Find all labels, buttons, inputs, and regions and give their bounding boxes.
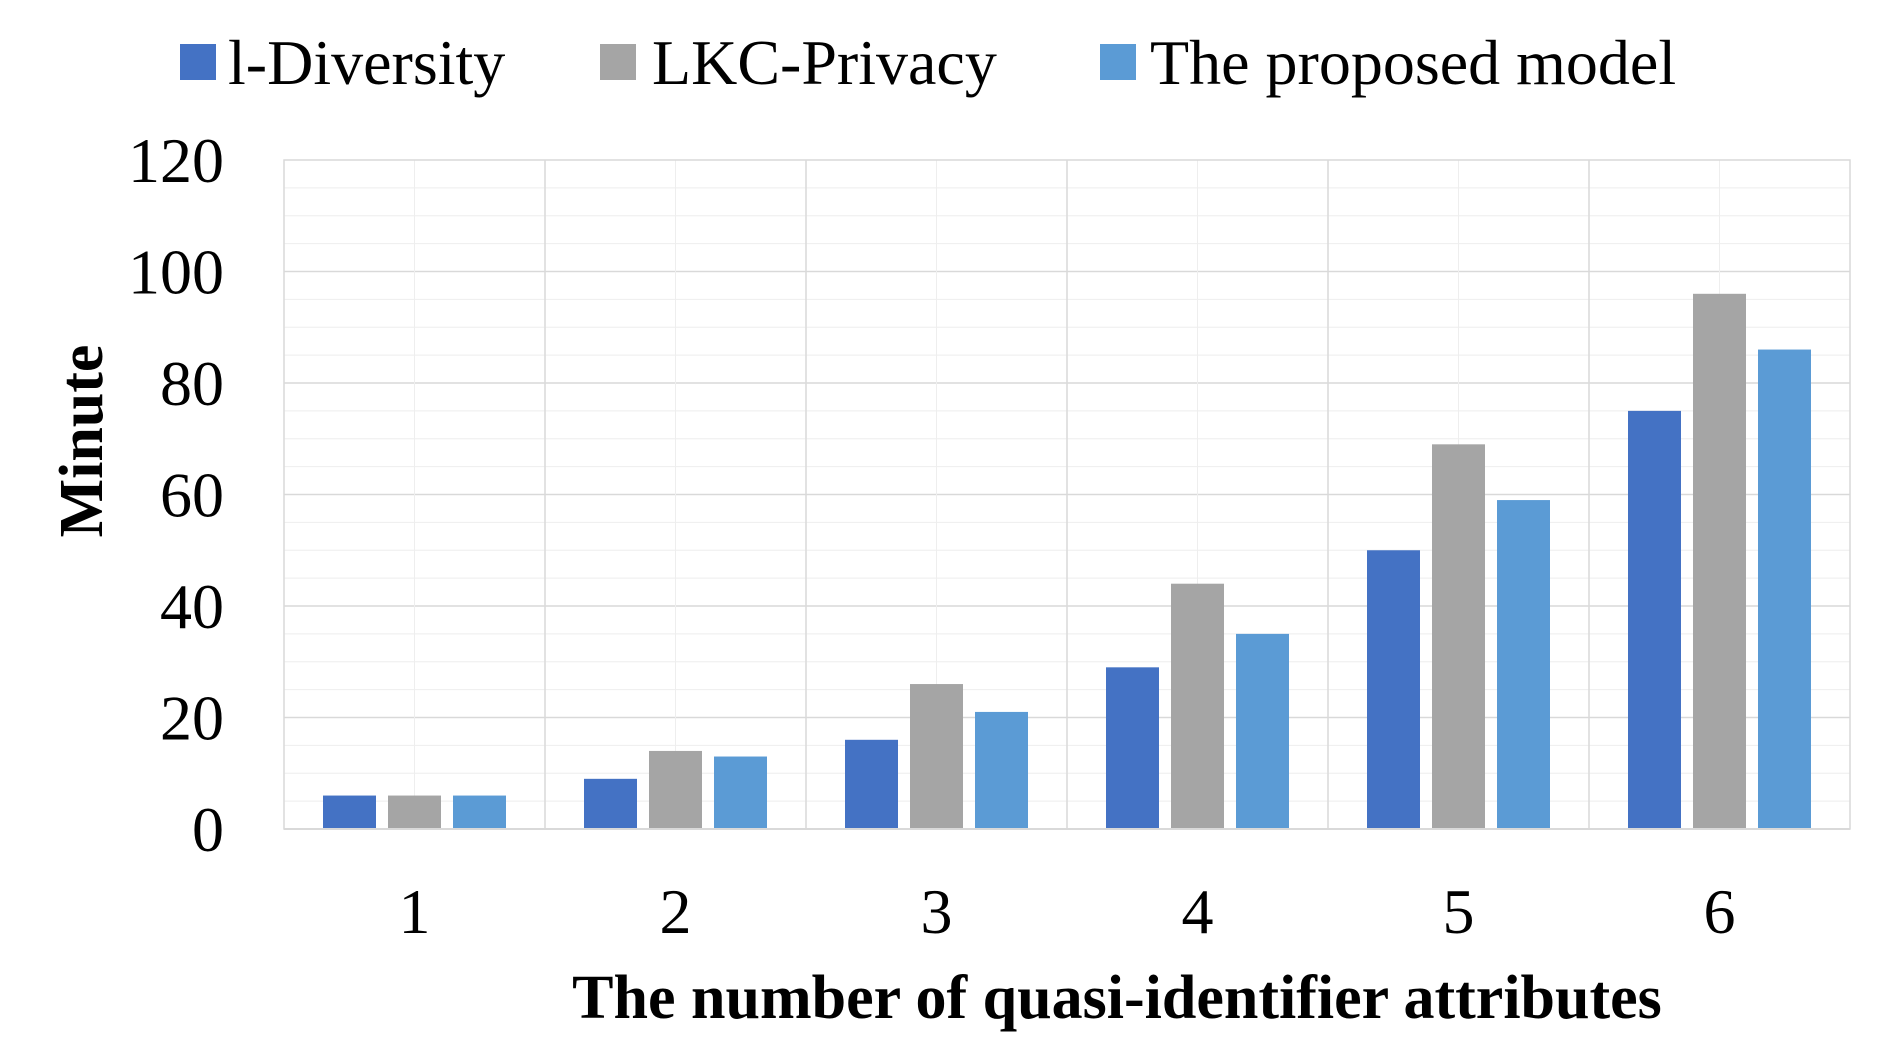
bar-the-proposed-model-3: [975, 711, 1028, 829]
bar-the-proposed-model-4: [1236, 633, 1289, 829]
bar-the-proposed-model-5: [1497, 500, 1550, 829]
legend-label-the-proposed-model: The proposed model: [1150, 27, 1676, 98]
x-tick-label: 5: [1443, 876, 1475, 947]
x-tick-label: 1: [399, 876, 431, 947]
x-tick-label: 2: [660, 876, 692, 947]
bar-l-diversity-4: [1106, 667, 1159, 829]
bar-the-proposed-model-2: [714, 756, 767, 829]
bar-lkc-privacy-1: [388, 795, 441, 829]
bar-lkc-privacy-6: [1693, 293, 1746, 829]
legend-swatch-lkc-privacy: [600, 44, 636, 80]
y-tick-label: 60: [160, 460, 224, 531]
legend-swatch-l-diversity: [180, 44, 216, 80]
x-axis-tick-labels: 1 2 3 4 5 6: [399, 876, 1736, 947]
bar-l-diversity-2: [584, 778, 637, 829]
bar-l-diversity-1: [323, 795, 376, 829]
y-tick-label: 20: [160, 683, 224, 754]
x-tick-label: 4: [1182, 876, 1214, 947]
y-axis-tick-labels: 0 20 40 60 80 100 120: [128, 125, 224, 865]
legend-label-lkc-privacy: LKC-Privacy: [652, 27, 997, 98]
bar-the-proposed-model-1: [453, 795, 506, 829]
x-tick-label: 3: [921, 876, 953, 947]
x-axis-title: The number of quasi-identifier attribute…: [572, 964, 1662, 1032]
y-tick-label: 40: [160, 571, 224, 642]
bar-lkc-privacy-4: [1171, 583, 1224, 829]
bar-lkc-privacy-3: [910, 684, 963, 829]
bar-lkc-privacy-5: [1432, 444, 1485, 829]
y-tick-label: 100: [128, 237, 224, 308]
bar-the-proposed-model-6: [1758, 349, 1811, 829]
legend-swatch-the-proposed-model: [1100, 44, 1136, 80]
y-tick-label: 0: [192, 794, 224, 865]
legend: l-Diversity LKC-Privacy The proposed model: [180, 27, 1676, 98]
bar-l-diversity-5: [1367, 550, 1420, 829]
grid-lines: [284, 160, 1850, 829]
bar-lkc-privacy-2: [649, 750, 702, 829]
y-axis-title: Minute: [48, 345, 116, 538]
y-tick-label: 80: [160, 348, 224, 419]
y-tick-label: 120: [128, 125, 224, 196]
bars: [323, 293, 1811, 829]
bar-l-diversity-6: [1628, 410, 1681, 829]
x-tick-label: 6: [1704, 876, 1736, 947]
legend-label-l-diversity: l-Diversity: [228, 27, 505, 98]
bar-l-diversity-3: [845, 739, 898, 829]
